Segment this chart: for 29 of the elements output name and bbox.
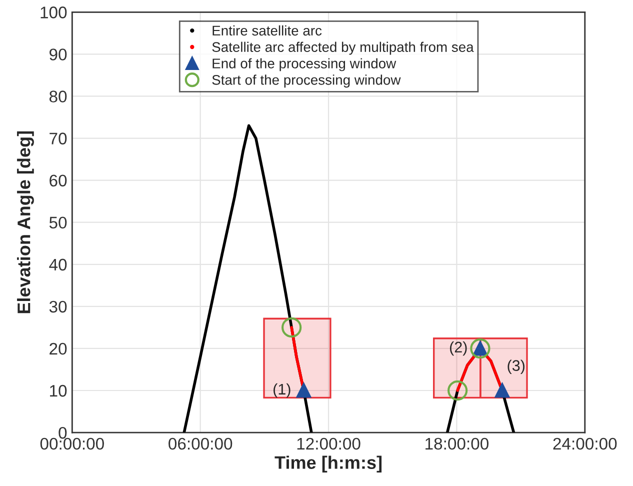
y-tick-label: 50 (49, 216, 67, 229)
point (447, 380, 468, 401)
y-tick-label: 70 (50, 132, 67, 144)
y-tick-label: 0 (58, 426, 67, 439)
x-tick-label: 00:00:00 (40, 438, 104, 450)
legend-label: Entire satellite arc (212, 25, 322, 36)
point (281, 317, 302, 338)
annotation: (3) (508, 360, 524, 374)
y-tick-label: 10 (50, 384, 67, 397)
y-tick-label: 90 (50, 48, 67, 60)
x-tick-label: 24:00:00 (553, 438, 617, 450)
y-tick-label: 40 (49, 258, 67, 271)
x-tick-label: 06:00:00 (168, 438, 232, 450)
x-tick-label: 18:00:00 (426, 438, 488, 450)
y-tick-label: 100 (40, 6, 67, 18)
y-tick-label: 30 (49, 300, 67, 313)
x-axis-title: Time [h:m:s] (274, 456, 382, 473)
legend-label: Start of the processing window (212, 74, 401, 88)
legend-label: Satellite arc affected by multipath from sea (212, 42, 474, 55)
legend-label: End of the processing window (212, 58, 396, 72)
y-tick-label: 60 (50, 174, 67, 187)
x-tick-label: 12:00:00 (297, 438, 360, 450)
annotation: (2) (450, 341, 467, 356)
annotation: (1) (274, 383, 290, 398)
y-tick-label: 80 (49, 90, 67, 102)
point (494, 383, 510, 398)
y-tick-label: 20 (50, 342, 67, 355)
point (296, 383, 312, 398)
y-axis-title: Elevation Angle [deg] (17, 131, 34, 314)
